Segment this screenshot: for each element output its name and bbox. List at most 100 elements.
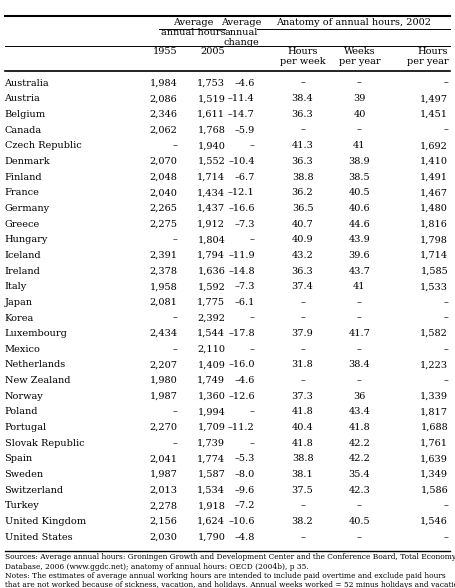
Text: 1,639: 1,639 — [420, 455, 448, 463]
Text: 1,437: 1,437 — [197, 204, 225, 213]
Text: –: – — [172, 313, 177, 322]
Text: 36: 36 — [353, 392, 366, 401]
Text: –7.3: –7.3 — [234, 282, 255, 291]
Text: Sources: Average annual hours: Groningen Growth and Development Center and the C: Sources: Average annual hours: Groningen… — [5, 553, 455, 588]
Text: 2,265: 2,265 — [150, 204, 177, 213]
Text: 39: 39 — [353, 94, 366, 103]
Text: 1,544: 1,544 — [197, 329, 225, 338]
Text: –6.7: –6.7 — [234, 172, 255, 182]
Text: 1,761: 1,761 — [420, 439, 448, 448]
Text: Czech Republic: Czech Republic — [5, 141, 81, 151]
Text: 1,798: 1,798 — [420, 235, 448, 244]
Text: –10.6: –10.6 — [228, 517, 255, 526]
Text: Netherlands: Netherlands — [5, 360, 66, 369]
Text: 1,480: 1,480 — [420, 204, 448, 213]
Text: 1,940: 1,940 — [197, 141, 225, 151]
Text: 1,410: 1,410 — [420, 157, 448, 166]
Text: 41.8: 41.8 — [349, 423, 370, 432]
Text: 1,714: 1,714 — [197, 172, 225, 182]
Text: –5.9: –5.9 — [234, 126, 255, 135]
Text: Australia: Australia — [5, 79, 49, 88]
Text: 2,070: 2,070 — [150, 157, 177, 166]
Text: –11.2: –11.2 — [228, 423, 255, 432]
Text: –: – — [443, 376, 448, 385]
Text: –: – — [250, 141, 255, 151]
Text: 1,546: 1,546 — [420, 517, 448, 526]
Text: 36.3: 36.3 — [292, 157, 313, 166]
Text: 1,360: 1,360 — [197, 392, 225, 401]
Text: Korea: Korea — [5, 313, 34, 322]
Text: –6.1: –6.1 — [234, 298, 255, 307]
Text: 40: 40 — [353, 110, 366, 119]
Text: 1,467: 1,467 — [420, 188, 448, 197]
Text: Luxembourg: Luxembourg — [5, 329, 67, 338]
Text: 2,270: 2,270 — [149, 423, 177, 432]
Text: 1,636: 1,636 — [197, 266, 225, 276]
Text: 44.6: 44.6 — [349, 219, 370, 229]
Text: 1,611: 1,611 — [197, 110, 225, 119]
Text: –: – — [443, 533, 448, 542]
Text: Weeks
per year: Weeks per year — [339, 47, 380, 66]
Text: 1,980: 1,980 — [150, 376, 177, 385]
Text: –16.0: –16.0 — [228, 360, 255, 369]
Text: 2,040: 2,040 — [150, 188, 177, 197]
Text: Germany: Germany — [5, 204, 50, 213]
Text: –12.1: –12.1 — [228, 188, 255, 197]
Text: Turkey: Turkey — [5, 502, 39, 510]
Text: 38.9: 38.9 — [349, 157, 370, 166]
Text: 1,451: 1,451 — [420, 110, 448, 119]
Text: 39.6: 39.6 — [349, 251, 370, 260]
Text: France: France — [5, 188, 40, 197]
Text: Italy: Italy — [5, 282, 27, 291]
Text: –: – — [357, 79, 362, 88]
Text: –14.7: –14.7 — [228, 110, 255, 119]
Text: –: – — [172, 141, 177, 151]
Text: 1,586: 1,586 — [420, 486, 448, 495]
Text: Belgium: Belgium — [5, 110, 46, 119]
Text: 1,794: 1,794 — [197, 251, 225, 260]
Text: 38.4: 38.4 — [292, 94, 313, 103]
Text: 42.2: 42.2 — [349, 455, 370, 463]
Text: 1,223: 1,223 — [420, 360, 448, 369]
Text: Anatomy of annual hours, 2002: Anatomy of annual hours, 2002 — [276, 18, 431, 26]
Text: –: – — [172, 235, 177, 244]
Text: Ireland: Ireland — [5, 266, 40, 276]
Text: 36.3: 36.3 — [292, 266, 313, 276]
Text: 1,534: 1,534 — [197, 486, 225, 495]
Text: –: – — [357, 345, 362, 354]
Text: –12.6: –12.6 — [228, 392, 255, 401]
Text: Sweden: Sweden — [5, 470, 44, 479]
Text: 1955: 1955 — [153, 47, 177, 56]
Text: –: – — [357, 502, 362, 510]
Text: 40.6: 40.6 — [349, 204, 370, 213]
Text: –: – — [300, 313, 305, 322]
Text: Canada: Canada — [5, 126, 42, 135]
Text: 2,275: 2,275 — [149, 219, 177, 229]
Text: 1,688: 1,688 — [420, 423, 448, 432]
Text: Austria: Austria — [5, 94, 40, 103]
Text: 36.5: 36.5 — [292, 204, 313, 213]
Text: –: – — [443, 79, 448, 88]
Text: 2,030: 2,030 — [150, 533, 177, 542]
Text: 1,958: 1,958 — [150, 282, 177, 291]
Text: –7.2: –7.2 — [234, 502, 255, 510]
Text: –: – — [250, 407, 255, 416]
Text: 1,582: 1,582 — [420, 329, 448, 338]
Text: –: – — [300, 126, 305, 135]
Text: Hours
per week: Hours per week — [280, 47, 325, 66]
Text: 38.8: 38.8 — [292, 455, 313, 463]
Text: –: – — [250, 235, 255, 244]
Text: –: – — [300, 345, 305, 354]
Text: –: – — [443, 298, 448, 307]
Text: –10.4: –10.4 — [228, 157, 255, 166]
Text: 2,062: 2,062 — [150, 126, 177, 135]
Text: –: – — [300, 376, 305, 385]
Text: 31.8: 31.8 — [292, 360, 313, 369]
Text: 2,434: 2,434 — [149, 329, 177, 338]
Text: Average
annual hours: Average annual hours — [161, 18, 226, 37]
Text: 1,749: 1,749 — [197, 376, 225, 385]
Text: Spain: Spain — [5, 455, 33, 463]
Text: –: – — [300, 298, 305, 307]
Text: –: – — [300, 533, 305, 542]
Text: Finland: Finland — [5, 172, 42, 182]
